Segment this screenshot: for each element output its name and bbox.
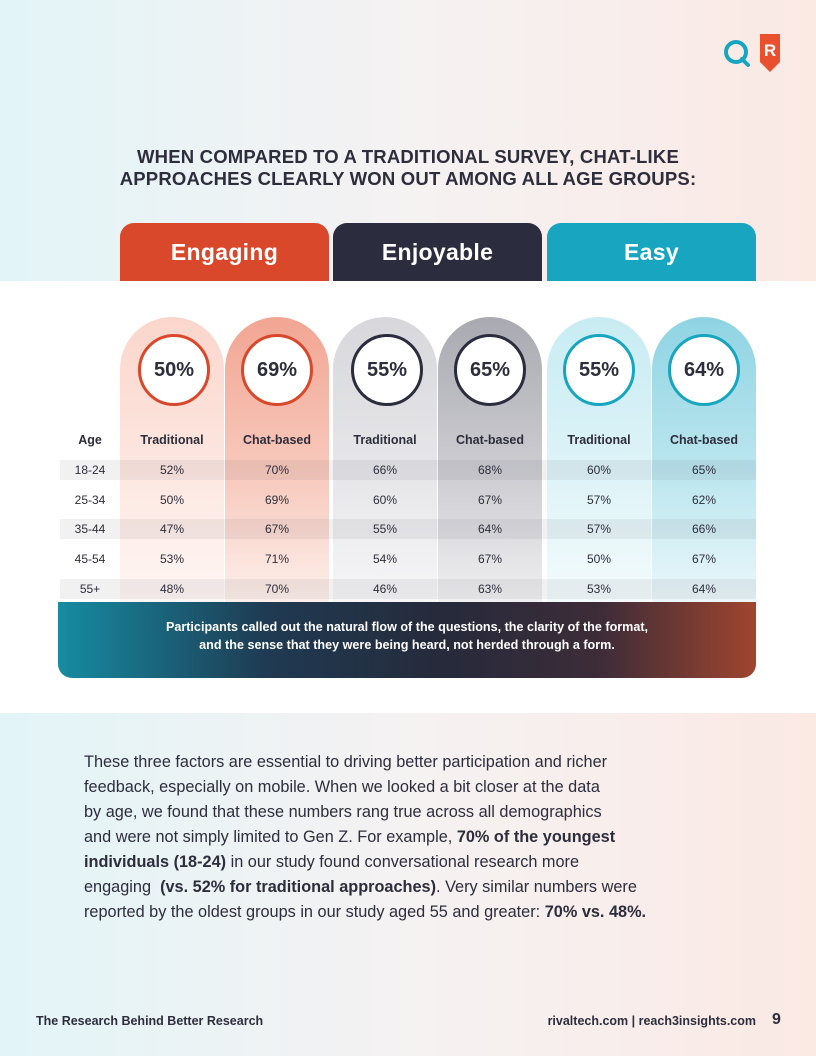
value-cell: 60% xyxy=(372,493,398,507)
value-cell: 57% xyxy=(586,493,612,507)
header-enjoyable-chat: Chat-based xyxy=(455,433,525,447)
body-line: feedback, especially on mobile. When we … xyxy=(84,778,600,796)
age-cell: 18-24 xyxy=(74,463,106,477)
value-cell: 55% xyxy=(372,522,398,536)
body-text-span: in our study found conversational resear… xyxy=(226,853,580,871)
value-cell: 50% xyxy=(586,552,612,566)
headline-line-2: APPROACHES CLEARLY WON OUT AMONG ALL AGE… xyxy=(119,168,697,189)
value-cell: 67% xyxy=(691,552,717,566)
value-cell: 52% xyxy=(159,463,185,477)
header-engaging-traditional: Traditional xyxy=(140,433,204,447)
body-bold-span: individuals (18-24) xyxy=(84,853,227,871)
body-line: engaging (vs. 52% for traditional approa… xyxy=(84,875,744,900)
value-cell: 71% xyxy=(264,552,290,566)
value-cell: 50% xyxy=(159,493,185,507)
value-cell: 64% xyxy=(691,582,717,596)
table-row xyxy=(60,579,756,599)
body-text-span: reported by the oldest groups in our stu… xyxy=(84,903,545,921)
body-line: These three factors are essential to dri… xyxy=(84,753,608,771)
value-cell: 66% xyxy=(372,463,398,477)
body-text-span: and were not simply limited to Gen Z. Fo… xyxy=(84,828,457,846)
table-row xyxy=(60,460,756,480)
body-paragraph: These three factors are essential to dri… xyxy=(84,750,744,925)
value-cell: 70% xyxy=(264,463,290,477)
value-cell: 65% xyxy=(691,463,717,477)
total-engaging-chat: 69% xyxy=(241,334,313,406)
brand-logo: R xyxy=(724,34,780,72)
total-easy-traditional: 55% xyxy=(563,334,635,406)
banner-line-2: and the sense that they were being heard… xyxy=(199,638,615,652)
header-easy-traditional: Traditional xyxy=(567,433,631,447)
total-enjoyable-traditional: 55% xyxy=(351,334,423,406)
value-cell: 68% xyxy=(477,463,503,477)
value-cell: 47% xyxy=(159,522,185,536)
total-enjoyable-chat: 65% xyxy=(454,334,526,406)
total-easy-chat: 64% xyxy=(668,334,740,406)
body-line: individuals (18-24) in our study found c… xyxy=(84,850,744,875)
value-cell: 64% xyxy=(477,522,503,536)
table-row xyxy=(60,519,756,539)
footer-links[interactable]: rivaltech.com | reach3insights.com xyxy=(547,1014,756,1028)
body-line: by age, we found that these numbers rang… xyxy=(84,803,602,821)
value-cell: 66% xyxy=(691,522,717,536)
value-cell: 53% xyxy=(159,552,185,566)
body-bold-span: 70% of the youngest xyxy=(456,828,616,846)
value-cell: 67% xyxy=(264,522,290,536)
body-line: reported by the oldest groups in our stu… xyxy=(84,900,744,925)
total-engaging-traditional: 50% xyxy=(138,334,210,406)
value-cell: 69% xyxy=(264,493,290,507)
footer-title: The Research Behind Better Research xyxy=(36,1014,264,1028)
age-cell: 35-44 xyxy=(74,522,106,536)
value-cell: 54% xyxy=(372,552,398,566)
header-easy-chat: Chat-based xyxy=(669,433,739,447)
body-text-span: . Very similar numbers were xyxy=(436,878,637,896)
header-enjoyable-traditional: Traditional xyxy=(353,433,417,447)
value-cell: 70% xyxy=(264,582,290,596)
value-cell: 62% xyxy=(691,493,717,507)
value-cell: 67% xyxy=(477,493,503,507)
header-engaging-chat: Chat-based xyxy=(242,433,312,447)
body-text-span: engaging xyxy=(84,878,161,896)
category-tab-easy: Easy xyxy=(547,223,756,281)
category-tab-engaging: Engaging xyxy=(120,223,329,281)
brand-logo-letter: R xyxy=(764,41,776,60)
value-cell: 46% xyxy=(372,582,398,596)
age-cell: 55+ xyxy=(79,582,101,596)
page-number: 9 xyxy=(772,1011,781,1028)
value-cell: 67% xyxy=(477,552,503,566)
category-tab-enjoyable: Enjoyable xyxy=(333,223,542,281)
value-cell: 53% xyxy=(586,582,612,596)
body-line: and were not simply limited to Gen Z. Fo… xyxy=(84,825,744,850)
headline-line-1: WHEN COMPARED TO A TRADITIONAL SURVEY, C… xyxy=(136,146,679,167)
participants-banner: Participants called out the natural flow… xyxy=(58,602,756,678)
value-cell: 57% xyxy=(586,522,612,536)
header-age: Age xyxy=(78,433,102,447)
age-cell: 25-34 xyxy=(74,493,106,507)
value-cell: 60% xyxy=(586,463,612,477)
age-cell: 45-54 xyxy=(74,552,106,566)
value-cell: 63% xyxy=(477,582,503,596)
page-headline: WHEN COMPARED TO A TRADITIONAL SURVEY, C… xyxy=(60,146,756,190)
banner-line-1: Participants called out the natural flow… xyxy=(165,620,649,634)
value-cell: 48% xyxy=(159,582,185,596)
body-bold-span: (vs. 52% for traditional approaches) xyxy=(160,878,437,896)
body-bold-span: 70% vs. 48%. xyxy=(544,903,647,921)
